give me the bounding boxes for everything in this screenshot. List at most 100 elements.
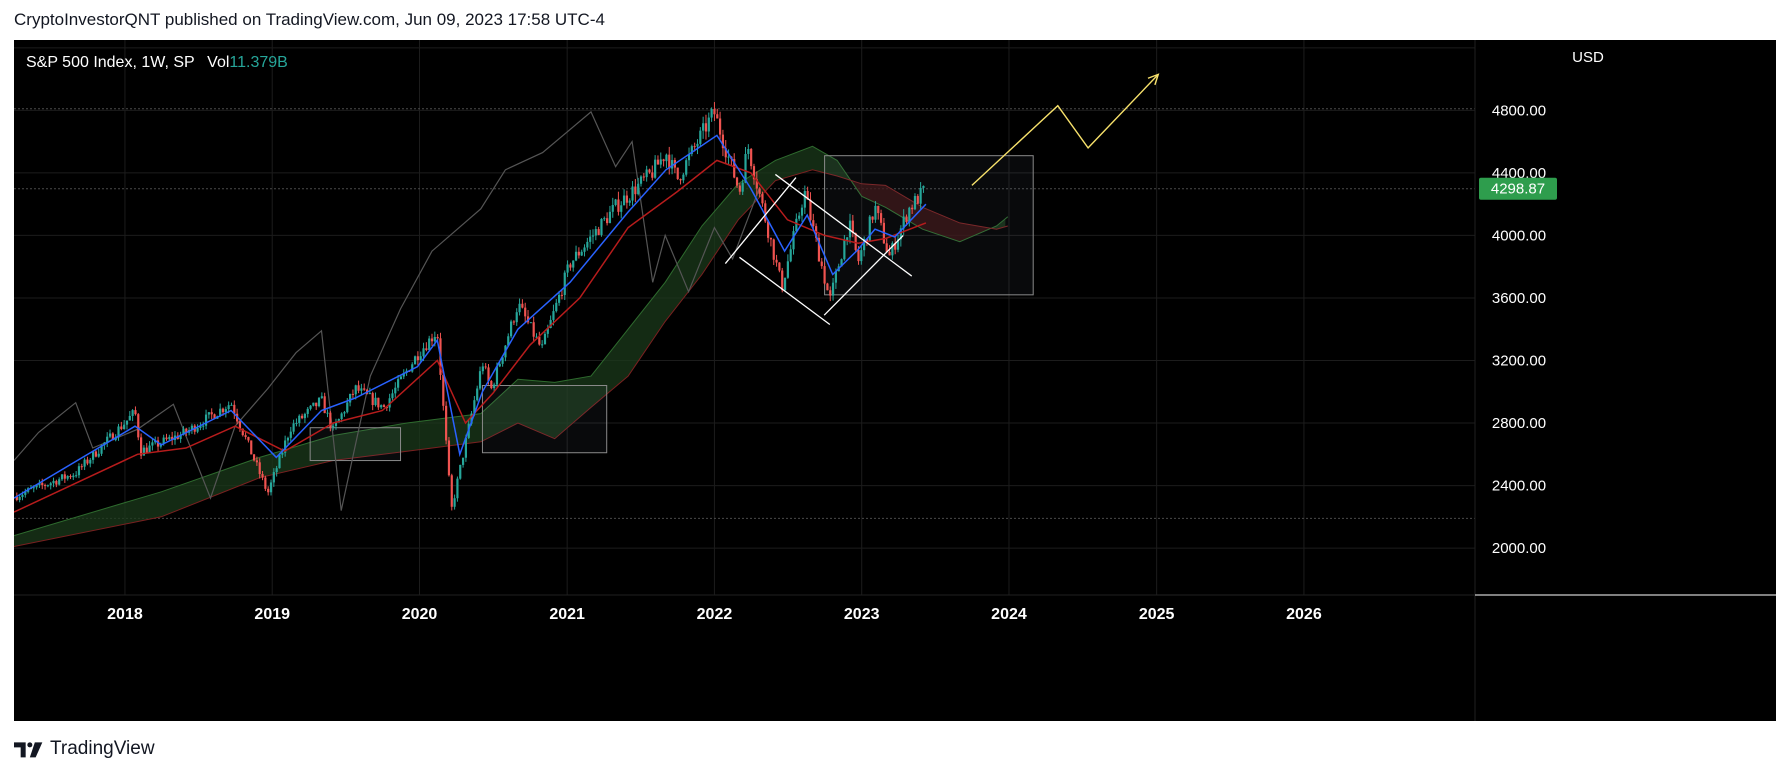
candle <box>416 351 419 366</box>
candle <box>848 213 852 244</box>
candle <box>577 247 580 259</box>
candle <box>744 147 747 184</box>
candle-body <box>829 290 832 296</box>
candle <box>600 218 603 237</box>
published-info: published on TradingView.com, Jun 09, 20… <box>164 10 605 29</box>
candle <box>851 214 854 238</box>
candle-body <box>269 482 273 493</box>
tradingview-brand[interactable]: TradingView <box>14 738 155 760</box>
candle-body <box>298 415 301 424</box>
candle-body <box>334 422 338 426</box>
candle-body <box>724 148 727 158</box>
candle <box>255 456 258 466</box>
candle-body <box>131 410 134 416</box>
candle-body <box>380 405 383 408</box>
candle-body <box>755 179 758 189</box>
candle <box>156 436 160 451</box>
candle <box>885 238 888 253</box>
candle-body <box>168 436 171 440</box>
candle-body <box>591 235 595 237</box>
candle-body <box>360 388 363 391</box>
price-tick-label: 2800.00 <box>1492 415 1546 432</box>
leading-span-b-line <box>14 169 1008 547</box>
candle-body <box>258 462 261 475</box>
candle-body <box>323 396 326 414</box>
candle-body <box>902 216 905 229</box>
candle <box>724 140 727 163</box>
candle-body <box>501 357 504 364</box>
price-chart[interactable]: USD 4800.00 4400.00 4000.00 3600.00 3200.00 28… <box>14 40 1776 721</box>
time-tick-label: 2022 <box>697 606 733 623</box>
candle-body <box>758 188 761 194</box>
candle <box>148 441 151 453</box>
candle-body <box>783 277 787 291</box>
candle <box>284 435 287 457</box>
candle-body <box>244 435 247 438</box>
candle <box>608 205 612 224</box>
candle <box>131 409 134 422</box>
candle-body <box>769 237 773 240</box>
candle <box>806 186 809 200</box>
candle-body <box>597 229 600 235</box>
candle-body <box>49 483 52 486</box>
candle-body <box>750 149 753 167</box>
candle <box>97 448 100 458</box>
candle-body <box>764 203 767 222</box>
candle-body <box>761 193 764 204</box>
candle-body <box>123 424 126 430</box>
candle-body <box>38 482 41 486</box>
projection-path <box>971 73 1159 186</box>
candle <box>919 182 922 209</box>
candle <box>637 177 640 196</box>
chart-legend[interactable]: S&P 500 Index, 1W, SP Vol11.379B <box>26 54 288 71</box>
candle <box>453 494 456 510</box>
price-tick-label: 2000.00 <box>1492 540 1546 557</box>
candle-body <box>699 130 702 144</box>
candle-body <box>43 485 47 487</box>
price-tick-label: 3600.00 <box>1492 290 1546 307</box>
candle <box>823 262 826 285</box>
candle <box>829 286 832 302</box>
time-tick-label: 2023 <box>844 606 880 623</box>
candle <box>60 474 64 481</box>
candle-body <box>284 440 287 453</box>
candle <box>165 433 168 441</box>
candle-body <box>563 272 566 295</box>
candle-body <box>275 468 278 473</box>
candle <box>312 402 315 407</box>
candle-body <box>108 433 112 437</box>
publisher-name[interactable]: CryptoInvestorQNT <box>14 10 161 29</box>
candle-body <box>397 379 400 388</box>
candle-body <box>840 259 843 267</box>
candle <box>411 362 414 373</box>
candle <box>377 397 380 410</box>
candle-body <box>252 454 256 461</box>
candle-body <box>461 457 465 465</box>
candle-body <box>399 376 403 380</box>
candle-body <box>94 451 98 457</box>
candle-body <box>72 475 75 478</box>
candle <box>334 418 338 430</box>
candle <box>747 144 750 160</box>
chart-frame[interactable]: USD 4800.00 4400.00 4000.00 3600.00 3200.00 28… <box>14 40 1776 721</box>
candle-body <box>549 319 552 329</box>
candle <box>617 191 620 216</box>
candle-body <box>803 191 806 208</box>
candle-body <box>772 239 775 260</box>
candle-body <box>63 474 66 479</box>
candle-body <box>371 393 374 406</box>
candle-body <box>357 385 360 391</box>
candle-body <box>411 364 414 372</box>
candle <box>741 179 744 196</box>
candle <box>374 392 377 407</box>
candle-body <box>608 211 612 224</box>
candle <box>558 291 561 306</box>
candle <box>628 198 631 206</box>
time-tick-label: 2021 <box>549 606 585 623</box>
candle-body <box>922 185 925 188</box>
candle <box>871 216 874 224</box>
candle <box>690 144 693 157</box>
candle-body <box>238 421 242 429</box>
candle <box>891 241 894 260</box>
candle-body <box>639 176 643 184</box>
